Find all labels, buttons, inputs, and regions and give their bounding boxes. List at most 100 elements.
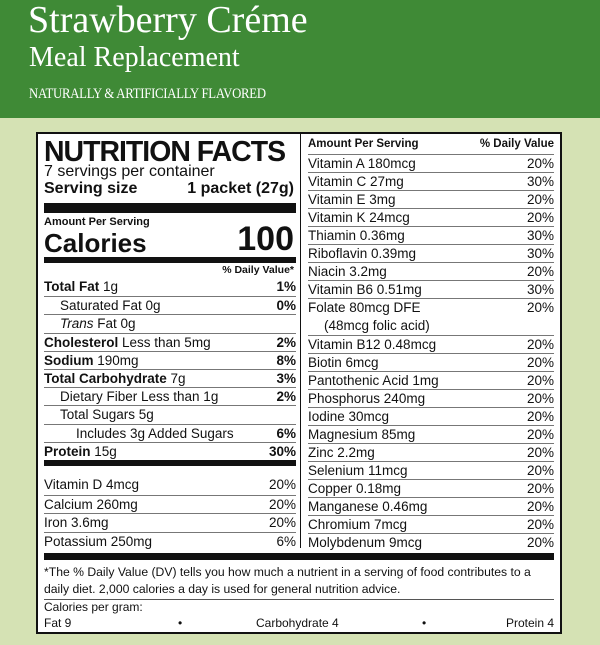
protein-calories: Protein 4	[505, 616, 554, 630]
carb-calories: Carbohydrate 4	[256, 616, 339, 630]
nutrient-amount: Dietary Fiber Less than 1g	[60, 389, 219, 405]
mineral-row: Vitamin D 4mcg 20%	[44, 476, 296, 494]
vitamin-dv: 20%	[526, 444, 554, 460]
nutrient-dv: 30%	[268, 443, 296, 459]
nutrient-row: Trans Fat 0g	[44, 314, 296, 333]
amount-per-serving: Amount Per Serving	[44, 216, 150, 228]
nutrient-bold: Protein	[44, 443, 91, 459]
column-divider	[300, 134, 301, 548]
mineral-dv: 20%	[268, 477, 296, 492]
mineral-row: Iron 3.6mg 20%	[44, 513, 296, 532]
nutrient-amount: Saturated Fat 0g	[60, 298, 161, 314]
nutrient-amount: Includes 3g Added Sugars	[76, 425, 234, 441]
calories-label: Calories	[44, 228, 147, 258]
vitamin-dv: 30%	[526, 174, 554, 190]
vitamin-row: Pantothenic Acid 1mg 20%	[308, 370, 554, 390]
product-title: Strawberry Créme	[28, 0, 308, 41]
vitamin-dv: 20%	[526, 210, 554, 226]
label-title: NUTRITION FACTS	[44, 136, 286, 168]
nutrient-row: Includes 3g Added Sugars 6%	[44, 423, 296, 443]
vitamin-dv: 20%	[526, 192, 554, 208]
vitamin-name: Manganese 0.46mg	[308, 498, 428, 514]
daily-value-header: % Daily Value*	[222, 264, 294, 276]
nutrient-row: Total Carbohydrate 7g 3%	[44, 369, 296, 388]
nutrient-dv: 0%	[276, 298, 296, 314]
nutrient-row: Sodium 190mg 8%	[44, 350, 296, 370]
nutrient-name: Trans Fat 0g	[44, 316, 136, 331]
nutrient-dv: 6%	[276, 425, 296, 441]
nutrient-dv: 3%	[276, 371, 296, 386]
nutrient-name: Total Carbohydrate 7g	[44, 371, 186, 386]
vitamin-row: Molybdenum 9mcg 20%	[308, 533, 554, 552]
vitamin-name: Phosphorus 240mg	[308, 390, 426, 406]
mineral-row: Potassium 250mg 6%	[44, 531, 296, 551]
vitamin-row: Niacin 3.2mg 20%	[308, 262, 554, 281]
vitamin-dv: 20%	[526, 390, 554, 406]
vitamin-dv: 30%	[526, 282, 554, 298]
nutrient-row: Total Sugars 5g	[44, 405, 296, 424]
vitamin-dv: 20%	[526, 426, 554, 442]
nutrient-dv: 1%	[276, 279, 296, 294]
nutrient-row: Total Fat 1g 1%	[44, 278, 296, 296]
nutrition-facts-label: NUTRITION FACTS 7 servings per container…	[36, 132, 562, 634]
nutrient-name: Saturated Fat 0g	[44, 298, 161, 313]
thick-divider	[44, 203, 296, 213]
vitamin-name: Folate 80mcg DFE	[308, 300, 421, 316]
right-dv-header: % Daily Value	[479, 138, 554, 150]
vitamin-name: Pantothenic Acid 1mg	[308, 372, 439, 388]
vitamin-row: Biotin 6mcg 20%	[308, 352, 554, 372]
nutrient-name: Sodium 190mg	[44, 353, 139, 368]
vitamin-name: Vitamin K 24mcg	[308, 210, 410, 226]
nutrient-bold: Total Carbohydrate	[44, 371, 167, 386]
calories-per-gram-label: Calories per gram:	[44, 600, 143, 614]
nutrient-row: Protein 15g 30%	[44, 441, 296, 461]
vitamin-dv: 30%	[526, 228, 554, 244]
nutrient-name: Dietary Fiber Less than 1g	[44, 389, 218, 404]
nutrient-amount: Total Sugars 5g	[60, 407, 154, 423]
fat-calories: Fat 9	[44, 616, 72, 630]
bullet: •	[422, 616, 427, 630]
vitamin-dv: 20%	[526, 462, 554, 478]
vitamin-dv: 20%	[526, 498, 554, 514]
mineral-dv: 20%	[268, 496, 296, 512]
vitamin-row: Manganese 0.46mg 20%	[308, 496, 554, 516]
vitamin-row: Vitamin C 27mg 30%	[308, 172, 554, 191]
vitamin-dv: 20%	[526, 408, 554, 424]
product-header: Strawberry Créme Meal Replacement NATURA…	[0, 0, 600, 118]
vitamin-dv: 20%	[526, 535, 554, 551]
nutrient-bold: Total Fat	[44, 279, 100, 294]
nutrient-dv: 8%	[276, 352, 296, 368]
mineral-name: Potassium 250mg	[44, 533, 153, 549]
vitamin-dv: 20%	[526, 300, 554, 316]
vitamin-name: Vitamin E 3mg	[308, 192, 396, 208]
vitamin-row: Phosphorus 240mg 20%	[308, 388, 554, 408]
vitamin-name: Biotin 6mcg	[308, 354, 379, 370]
vitamin-row: Vitamin A 180mcg 20%	[308, 154, 554, 173]
vitamin-name: Thiamin 0.36mg	[308, 228, 405, 244]
vitamin-name: Niacin 3.2mg	[308, 264, 387, 280]
nutrient-amount: Less than 5mg	[118, 334, 211, 350]
vitamin-dv: 20%	[526, 264, 554, 280]
vitamin-name: Magnesium 85mg	[308, 426, 416, 442]
vitamin-dv: 20%	[526, 480, 554, 496]
vitamin-row: Copper 0.18mg 20%	[308, 478, 554, 498]
vitamin-row: Chromium 7mcg 20%	[308, 515, 554, 534]
vitamin-name: Vitamin A 180mcg	[308, 156, 416, 171]
nutrient-dv: 2%	[276, 334, 296, 350]
vitamin-row: Folate 80mcg DFE (48mcg folic acid) 20%	[308, 298, 554, 335]
calories-value: 100	[237, 220, 294, 258]
nutrient-bold: Cholesterol	[44, 334, 119, 350]
vitamin-row: Vitamin K 24mcg 20%	[308, 208, 554, 227]
nutrient-row: Saturated Fat 0g 0%	[44, 296, 296, 315]
nutrient-name: Total Sugars 5g	[44, 407, 154, 422]
vitamin-name: Vitamin B6 0.51mg	[308, 282, 422, 298]
vitamin-dv: 20%	[526, 372, 554, 388]
mineral-dv: 6%	[276, 533, 296, 549]
nutrient-bold: Sodium	[44, 352, 94, 368]
nutrient-amount: Fat 0g	[93, 316, 136, 332]
nutrient-amount: 7g	[166, 371, 186, 386]
bullet: •	[178, 616, 183, 630]
footnote: *The % Daily Value (DV) tells you how mu…	[44, 565, 531, 596]
medium-divider	[44, 460, 296, 466]
vitamin-name: Molybdenum 9mcg	[308, 535, 423, 551]
